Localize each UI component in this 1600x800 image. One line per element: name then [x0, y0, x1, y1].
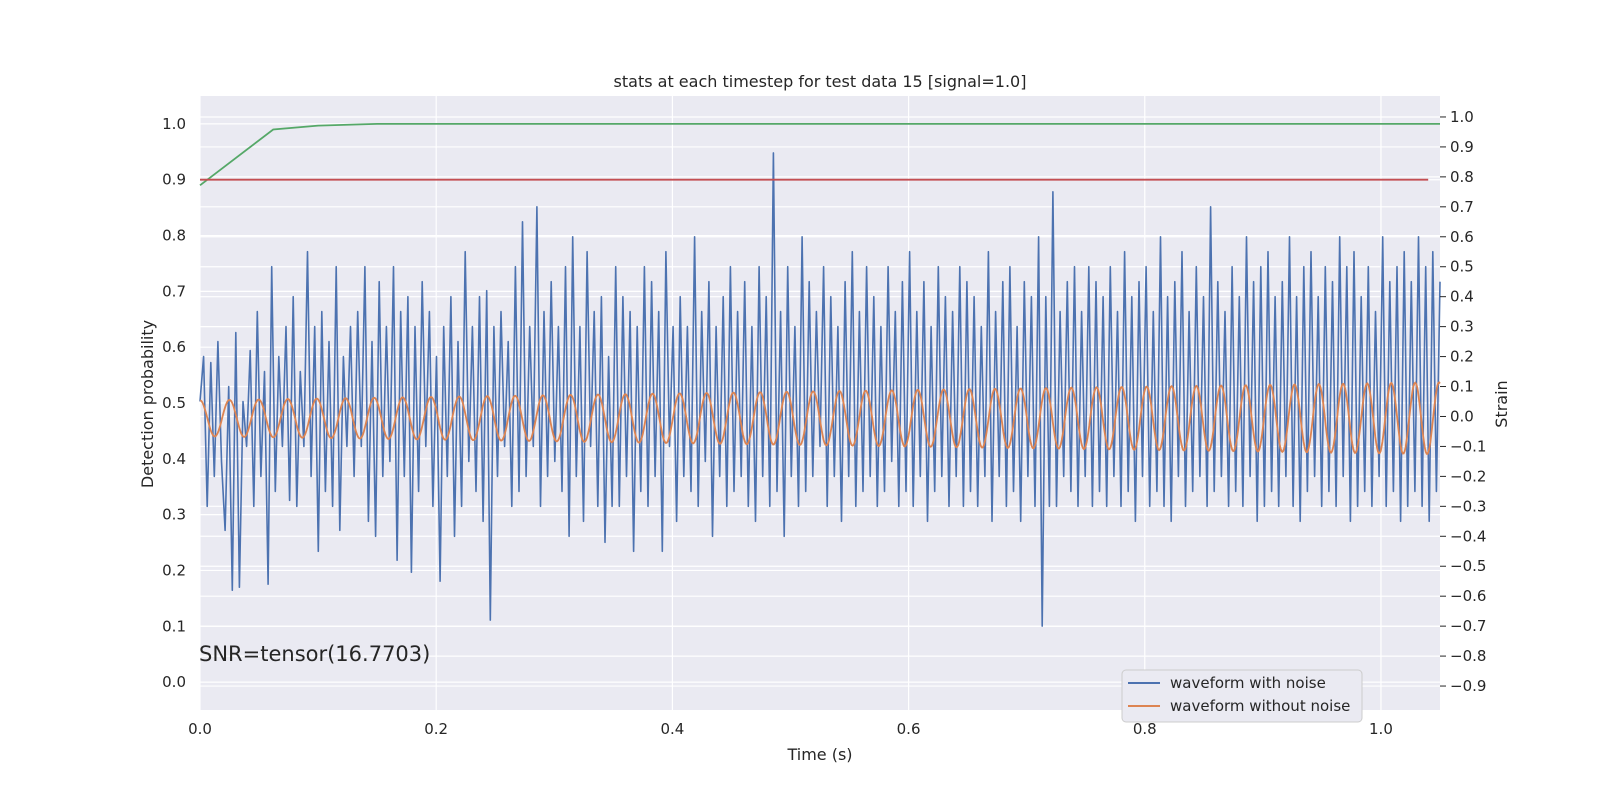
right-y-tick-label: −0.6 — [1450, 587, 1486, 605]
x-axis-label: Time (s) — [786, 745, 852, 764]
right-y-tick-label: −0.9 — [1450, 677, 1486, 695]
right-y-tick-label: 0.2 — [1450, 348, 1474, 366]
left-y-tick-label: 0.9 — [162, 171, 186, 189]
legend-label-noise: waveform with noise — [1170, 674, 1326, 692]
right-y-tick-label: 0.3 — [1450, 318, 1474, 336]
legend-box — [1121, 669, 1363, 723]
x-tick-label: 0.2 — [424, 720, 448, 738]
x-tick-label: 0.0 — [188, 720, 212, 738]
left-y-tick-label: 0.2 — [162, 561, 186, 579]
legend: waveform with noise waveform without noi… — [1121, 669, 1363, 723]
grid — [199, 96, 1440, 710]
right-y-tick-label: 1.0 — [1450, 108, 1474, 126]
snr-annotation: SNR=tensor(16.7703) — [199, 642, 430, 666]
x-tick-label: 1.0 — [1369, 720, 1393, 738]
series-detection-probability — [199, 123, 1440, 187]
left-y-axis-label: Detection probability — [138, 320, 157, 488]
right-y-tick-label: −0.7 — [1450, 617, 1486, 635]
left-y-tick-label: 0.4 — [162, 450, 186, 468]
right-y-tick-label: 0.9 — [1450, 138, 1474, 156]
right-y-tick-label: 0.4 — [1450, 288, 1474, 306]
right-y-tick-label: −0.4 — [1450, 527, 1486, 545]
right-y-tick-label: 0.8 — [1450, 168, 1474, 186]
x-tick-label: 0.4 — [660, 720, 684, 738]
right-y-ticks: −0.9 −0.8 −0.7 −0.6 −0.5 −0.4 −0.3 −0.2 −0.1 0.0 0… — [1440, 108, 1486, 695]
left-y-tick-label: 0.8 — [162, 227, 186, 245]
left-y-ticks: 0.0 0.1 0.2 0.3 0.4 0.5 0.6 0.7 0.8 0.9 1.0 — [162, 115, 186, 691]
x-ticks: 0.0 0.2 0.4 0.6 0.8 1.0 — [188, 720, 1393, 738]
right-y-tick-label: −0.8 — [1450, 647, 1486, 665]
right-y-tick-label: −0.5 — [1450, 557, 1486, 575]
series-waveform-with-noise — [199, 152, 1441, 627]
legend-label-clean: waveform without noise — [1170, 697, 1350, 715]
right-y-tick-label: 0.7 — [1450, 198, 1474, 216]
left-y-tick-label: 0.6 — [162, 338, 186, 356]
right-y-tick-label: −0.2 — [1450, 467, 1486, 485]
right-y-tick-label: 0.5 — [1450, 258, 1474, 276]
right-y-tick-label: 0.6 — [1450, 228, 1474, 246]
x-tick-label: 0.8 — [1133, 720, 1157, 738]
chart-title: stats at each timestep for test data 15 … — [614, 72, 1027, 91]
left-y-tick-label: 0.1 — [162, 617, 186, 635]
series-waveform-without-noise — [199, 381, 1441, 455]
left-y-tick-label: 1.0 — [162, 115, 186, 133]
left-y-tick-label: 0.3 — [162, 506, 186, 524]
right-y-tick-label: −0.1 — [1450, 437, 1486, 455]
left-y-tick-label: 0.7 — [162, 282, 186, 300]
right-y-tick-label: 0.1 — [1450, 378, 1474, 396]
plot-area — [199, 123, 1441, 627]
right-y-axis-label: Strain — [1492, 380, 1511, 427]
x-tick-label: 0.6 — [897, 720, 921, 738]
right-y-tick-label: −0.3 — [1450, 497, 1486, 515]
right-y-tick-label: 0.0 — [1450, 407, 1474, 425]
left-y-tick-label: 0.0 — [162, 673, 186, 691]
left-y-tick-label: 0.5 — [162, 394, 186, 412]
